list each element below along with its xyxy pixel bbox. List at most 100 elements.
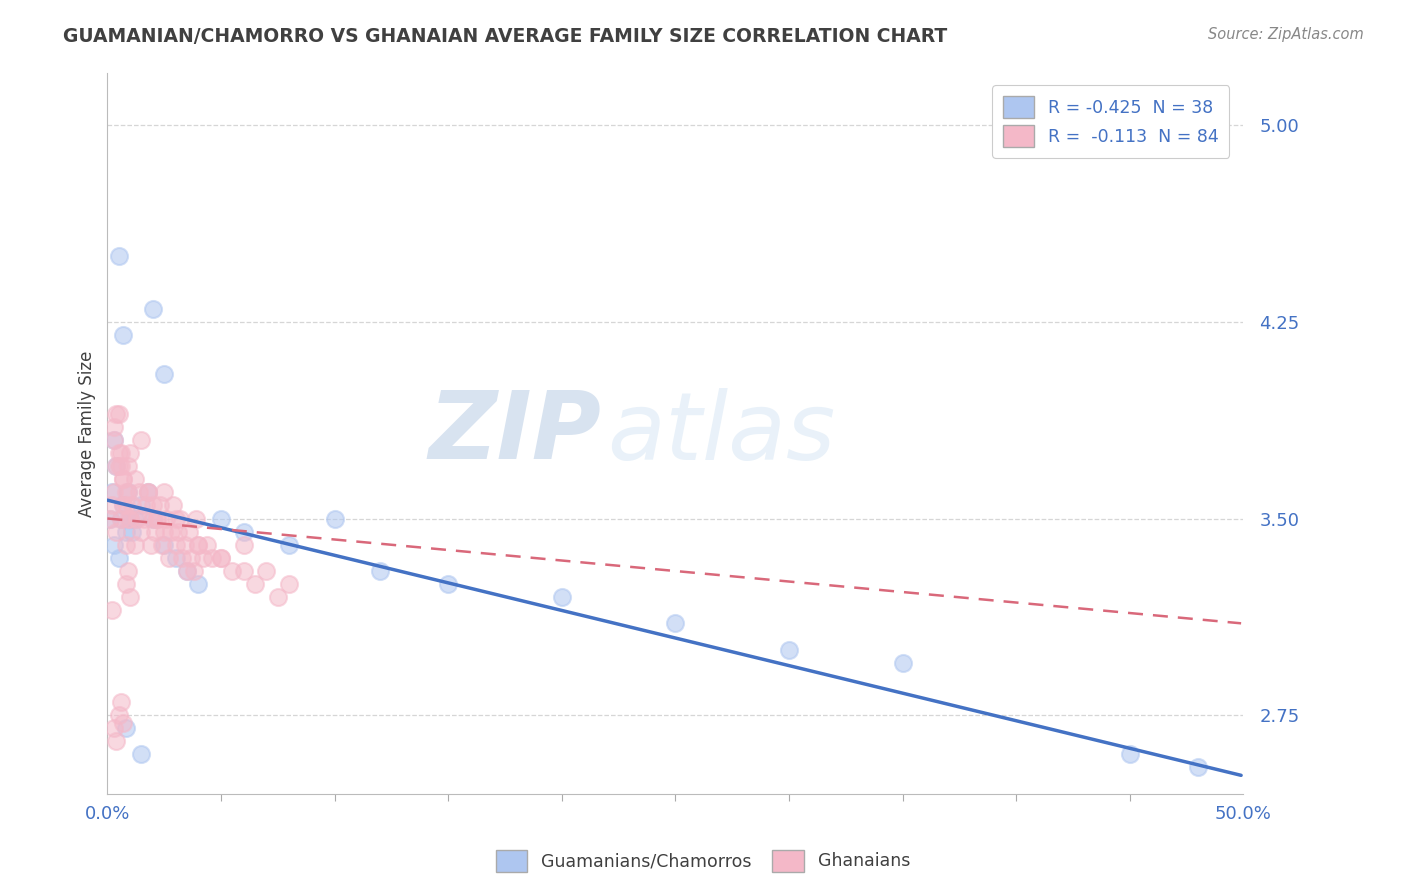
Point	[232, 524, 254, 539]
Point	[664, 616, 686, 631]
Point	[146, 511, 169, 525]
Point	[105, 524, 128, 539]
Point	[105, 734, 128, 748]
Point	[110, 511, 132, 525]
Point	[184, 511, 207, 525]
Point	[136, 485, 159, 500]
Point	[124, 472, 146, 486]
Point	[209, 511, 232, 525]
Point	[128, 485, 150, 500]
Point	[117, 511, 139, 525]
Point	[323, 511, 346, 525]
Point	[153, 538, 176, 552]
Y-axis label: Average Family Size: Average Family Size	[79, 351, 96, 516]
Text: GUAMANIAN/CHAMORRO VS GHANAIAN AVERAGE FAMILY SIZE CORRELATION CHART: GUAMANIAN/CHAMORRO VS GHANAIAN AVERAGE F…	[63, 27, 948, 45]
Point	[1187, 760, 1209, 774]
Point	[149, 499, 172, 513]
Point	[209, 550, 232, 565]
Point	[232, 538, 254, 552]
Point	[165, 511, 187, 525]
Point	[195, 538, 218, 552]
Point	[278, 538, 301, 552]
Point	[120, 511, 142, 525]
Point	[131, 499, 153, 513]
Point	[179, 524, 201, 539]
Point	[551, 590, 574, 604]
Point	[437, 577, 460, 591]
Point	[267, 590, 290, 604]
Point	[98, 511, 121, 525]
Point	[125, 511, 148, 525]
Point	[114, 577, 136, 591]
Point	[209, 550, 232, 565]
Point	[120, 511, 142, 525]
Point	[201, 550, 224, 565]
Legend: R = -0.425  N = 38, R =  -0.113  N = 84: R = -0.425 N = 38, R = -0.113 N = 84	[993, 86, 1229, 158]
Point	[1119, 747, 1142, 762]
Point	[180, 550, 202, 565]
Point	[191, 550, 214, 565]
Point	[107, 550, 129, 565]
Point	[143, 524, 166, 539]
Point	[187, 577, 209, 591]
Point	[778, 642, 800, 657]
Point	[150, 538, 173, 552]
Point	[278, 577, 301, 591]
Point	[131, 524, 153, 539]
Point	[160, 524, 183, 539]
Point	[120, 590, 142, 604]
Point	[105, 459, 128, 474]
Point	[183, 564, 205, 578]
Point	[121, 499, 143, 513]
Point	[221, 564, 243, 578]
Point	[131, 747, 153, 762]
Point	[117, 485, 139, 500]
Point	[166, 524, 188, 539]
Point	[153, 524, 176, 539]
Point	[153, 368, 176, 382]
Point	[142, 499, 165, 513]
Point	[187, 538, 209, 552]
Point	[107, 249, 129, 263]
Point	[114, 499, 136, 513]
Point	[107, 407, 129, 421]
Point	[142, 511, 165, 525]
Point	[136, 485, 159, 500]
Point	[110, 695, 132, 709]
Point	[132, 511, 155, 525]
Point	[124, 511, 146, 525]
Point	[187, 538, 209, 552]
Point	[146, 511, 169, 525]
Point	[117, 485, 139, 500]
Point	[107, 708, 129, 723]
Point	[110, 446, 132, 460]
Point	[169, 511, 191, 525]
Point	[254, 564, 277, 578]
Point	[98, 511, 121, 525]
Point	[136, 485, 159, 500]
Point	[176, 564, 198, 578]
Point	[112, 499, 135, 513]
Text: Source: ZipAtlas.com: Source: ZipAtlas.com	[1208, 27, 1364, 42]
Text: atlas: atlas	[607, 388, 835, 479]
Point	[112, 715, 135, 730]
Point	[139, 538, 162, 552]
Text: ZIP: ZIP	[429, 387, 602, 479]
Point	[103, 433, 125, 447]
Point	[112, 472, 135, 486]
Point	[157, 550, 180, 565]
Point	[232, 564, 254, 578]
Point	[162, 499, 184, 513]
Point	[142, 511, 165, 525]
Point	[105, 407, 128, 421]
Point	[135, 499, 157, 513]
Point	[243, 577, 266, 591]
Point	[155, 511, 177, 525]
Point	[131, 433, 153, 447]
Point	[110, 459, 132, 474]
Point	[112, 472, 135, 486]
Point	[103, 433, 125, 447]
Point	[153, 485, 176, 500]
Point	[165, 550, 187, 565]
Point	[110, 511, 132, 525]
